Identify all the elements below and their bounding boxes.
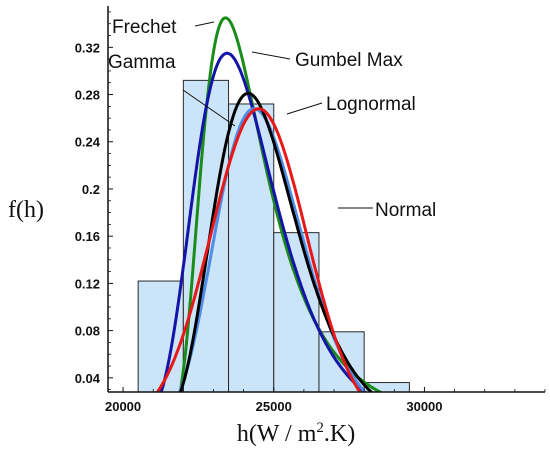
leader-line-gumbel-max bbox=[251, 51, 291, 60]
y-tick-label: 0.04 bbox=[75, 371, 101, 386]
series-label-gumbel-max: Gumbel Max bbox=[295, 50, 403, 71]
y-tick-label: 0.2 bbox=[82, 182, 100, 197]
series-label-frechet: Frechet bbox=[112, 17, 177, 38]
y-tick-label: 0.32 bbox=[75, 40, 100, 55]
leader-line-frechet bbox=[194, 21, 215, 27]
y-tick-label: 0.12 bbox=[75, 276, 100, 291]
x-tick-label: 30000 bbox=[406, 399, 442, 414]
series-labels: Frechet Gumbel Max Gamma Lognormal Normal bbox=[108, 17, 436, 221]
x-tick-label: 25000 bbox=[256, 399, 292, 414]
x-axis-title: h(W / m2.K) bbox=[237, 420, 355, 447]
series-label-gamma: Gamma bbox=[108, 52, 176, 73]
y-axis-title: f(h) bbox=[8, 197, 44, 223]
y-tick-label: 0.08 bbox=[75, 324, 100, 339]
plot-axes bbox=[107, 6, 545, 393]
x-axis-title-superscript: 2 bbox=[316, 420, 324, 436]
axis-ticks: 0.04 0.08 0.12 0.16 0.2 0.24 0.28 0.32 20000 2500… bbox=[75, 11, 546, 414]
leader-line-lognormal bbox=[286, 102, 323, 115]
leader-line-gamma bbox=[182, 89, 236, 127]
curve-lognormal bbox=[179, 91, 374, 392]
series-label-lognormal: Lognormal bbox=[326, 94, 416, 115]
x-axis-title-tail: .K) bbox=[324, 421, 355, 447]
series-label-normal: Normal bbox=[375, 200, 436, 221]
curve-gamma bbox=[177, 107, 367, 392]
x-axis-title-main: h(W / m bbox=[237, 421, 317, 447]
y-tick-label: 0.24 bbox=[75, 135, 101, 150]
histogram-bar-2 bbox=[182, 79, 230, 393]
y-tick-label: 0.16 bbox=[75, 229, 100, 244]
y-tick-label: 0.28 bbox=[75, 88, 100, 103]
curve-gumbel-max bbox=[159, 51, 368, 392]
fitted-curves bbox=[155, 16, 384, 392]
curve-frechet bbox=[178, 16, 384, 392]
x-tick-label: 20000 bbox=[105, 399, 141, 414]
histogram-bar-1 bbox=[137, 280, 184, 393]
curve-normal bbox=[155, 107, 362, 392]
